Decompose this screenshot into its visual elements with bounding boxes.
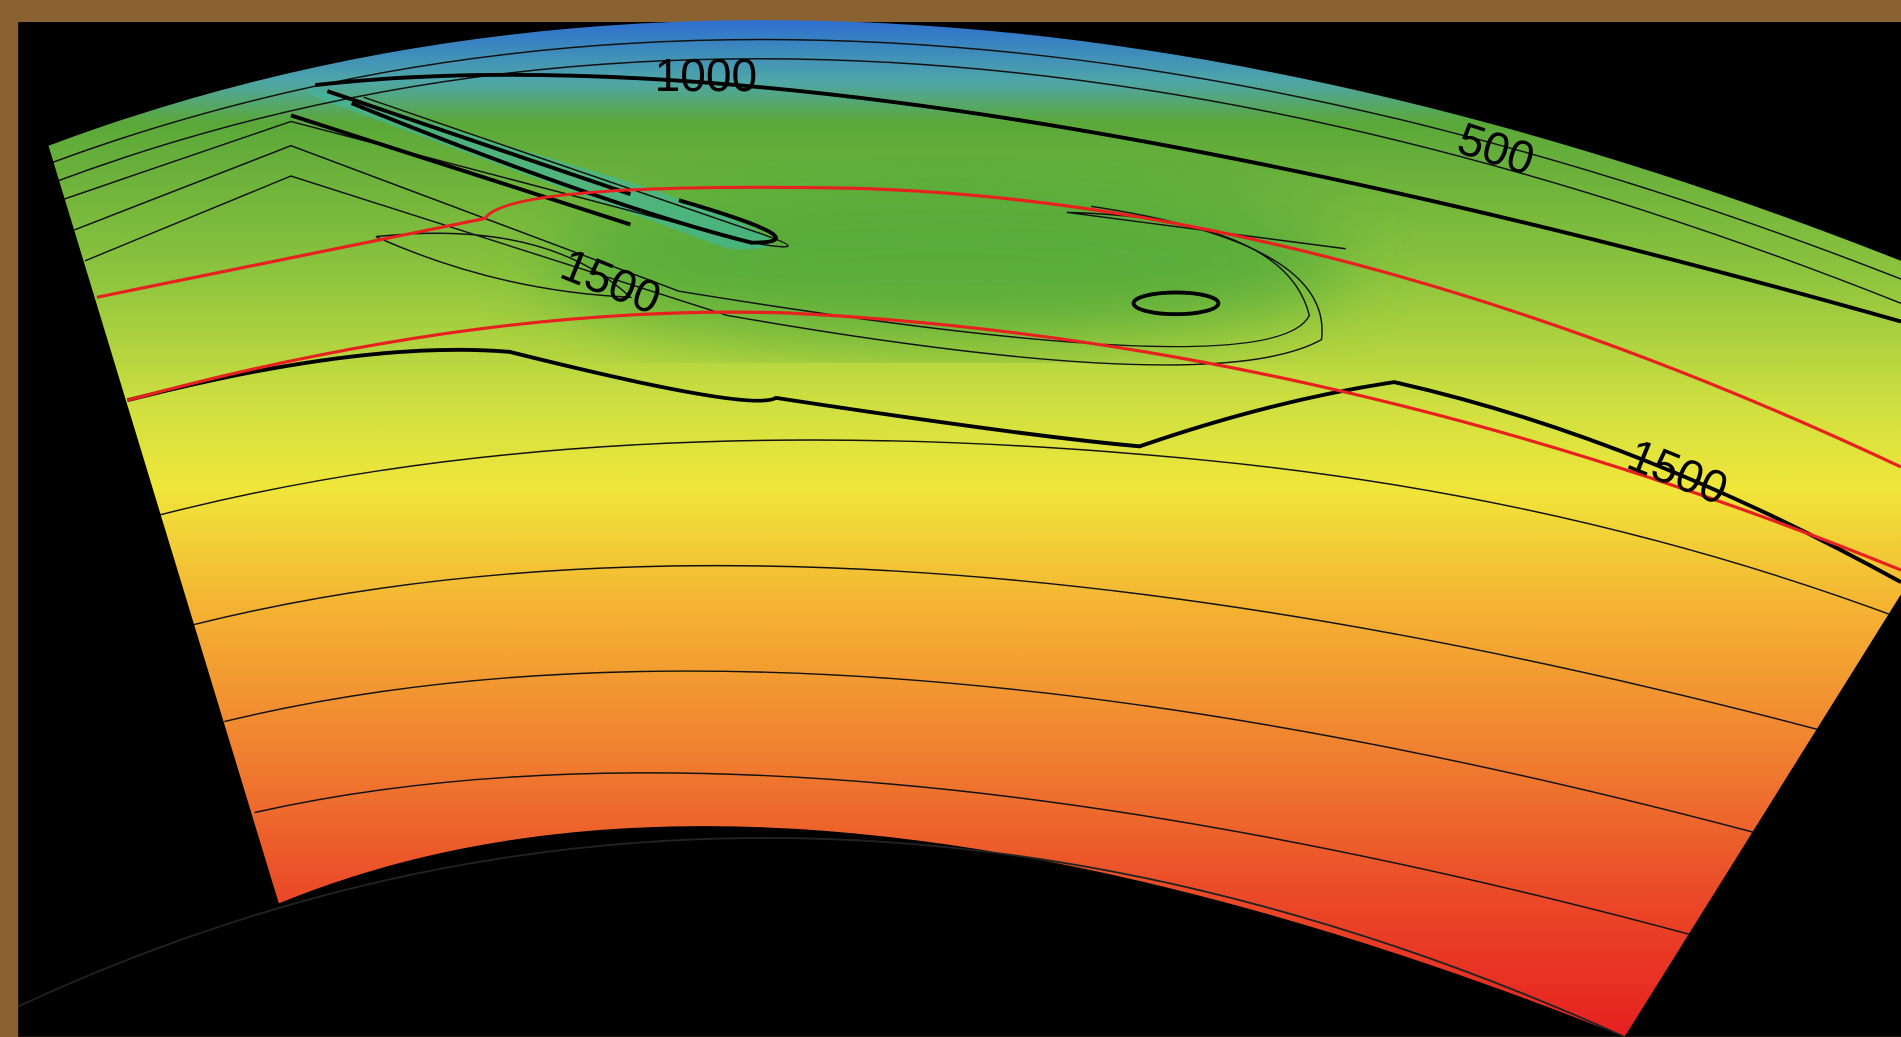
contour-label: 1000: [655, 49, 757, 101]
slab-core: [303, 85, 771, 250]
outer-arc: [17, 837, 1625, 1037]
contours: [48, 38, 1901, 996]
temperature-field: [48, 20, 1901, 1037]
